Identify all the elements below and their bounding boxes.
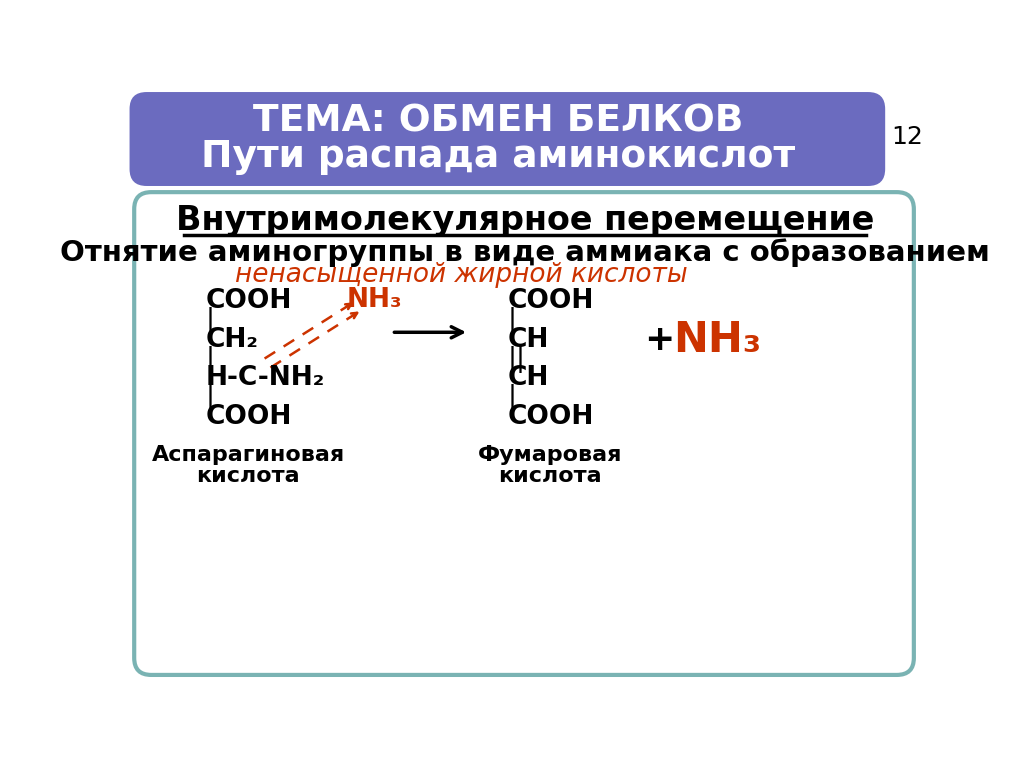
Text: ненасыщенной жирной кислоты: ненасыщенной жирной кислоты [234,262,688,288]
Text: CH: CH [508,366,549,391]
Text: COOH: COOH [508,404,594,430]
Text: NH₃: NH₃ [347,287,402,313]
Text: |: | [508,308,517,334]
Text: |: | [508,384,517,411]
Text: |: | [206,384,214,411]
FancyBboxPatch shape [130,92,885,186]
Text: NH₃: NH₃ [673,319,761,361]
Text: COOH: COOH [206,288,292,314]
Text: ||: || [508,346,525,373]
Text: |: | [206,346,214,373]
Text: CH: CH [508,327,549,353]
Text: кислота: кислота [197,466,300,486]
Text: ТЕМА: ОБМЕН БЕЛКОВ: ТЕМА: ОБМЕН БЕЛКОВ [253,104,743,140]
Text: кислота: кислота [499,466,602,486]
Text: CH₂: CH₂ [206,327,258,353]
Text: Фумаровая: Фумаровая [478,446,623,466]
Text: COOH: COOH [206,404,292,430]
Text: Внутримолекулярное перемещение: Внутримолекулярное перемещение [175,204,874,237]
Text: H-C-NH₂: H-C-NH₂ [206,366,325,391]
FancyBboxPatch shape [134,193,913,675]
Text: |: | [206,308,214,334]
Text: Пути распада аминокислот: Пути распада аминокислот [202,140,796,176]
Text: Аспарагиновая: Аспарагиновая [152,446,345,466]
Text: Отнятие аминогруппы в виде аммиака с образованием: Отнятие аминогруппы в виде аммиака с обр… [59,239,990,267]
Text: 12: 12 [891,125,923,149]
Text: +: + [644,323,674,357]
Text: COOH: COOH [508,288,594,314]
